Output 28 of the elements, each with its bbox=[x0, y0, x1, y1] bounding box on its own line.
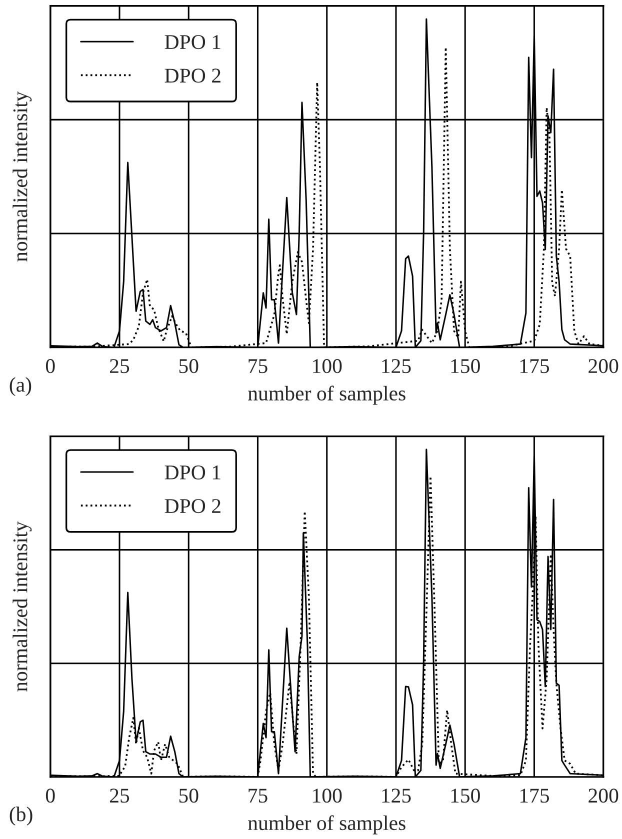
text: (b) bbox=[10, 806, 32, 826]
x-axis-title: number of samples bbox=[248, 386, 406, 405]
legend-label: DPO 1 bbox=[164, 465, 220, 480]
x-tick-label: 100 bbox=[313, 359, 342, 374]
x-tick-label: 50 bbox=[179, 788, 198, 803]
y-axis-title: normalized intensity bbox=[12, 91, 32, 262]
x-tick-label: 175 bbox=[520, 788, 550, 803]
x-tick-label: 125 bbox=[382, 788, 411, 803]
legend-label: DPO 2 bbox=[164, 499, 220, 514]
y-axis-title: normalized intensity bbox=[12, 521, 32, 692]
x-tick-label: 0 bbox=[46, 359, 55, 374]
x-tick-label: 100 bbox=[313, 788, 342, 803]
x-tick-label: 125 bbox=[382, 359, 411, 374]
x-tick-label: 150 bbox=[451, 788, 480, 803]
x-tick-label: 200 bbox=[588, 359, 618, 374]
x-axis-title: number of samples bbox=[248, 815, 406, 834]
x-tick-label: 150 bbox=[451, 359, 480, 374]
text: (a) bbox=[10, 377, 32, 396]
x-tick-label: 50 bbox=[179, 359, 198, 374]
x-tick-label: 75 bbox=[248, 359, 268, 374]
legend-label: DPO 1 bbox=[164, 35, 220, 50]
x-tick-label: 25 bbox=[110, 788, 130, 803]
x-tick-label: 25 bbox=[110, 359, 130, 374]
x-tick-label: 175 bbox=[520, 359, 550, 374]
x-tick-label: 75 bbox=[248, 788, 268, 803]
legend-label: DPO 2 bbox=[164, 68, 220, 83]
x-tick-label: 0 bbox=[46, 788, 55, 803]
x-tick-label: 200 bbox=[588, 788, 618, 803]
